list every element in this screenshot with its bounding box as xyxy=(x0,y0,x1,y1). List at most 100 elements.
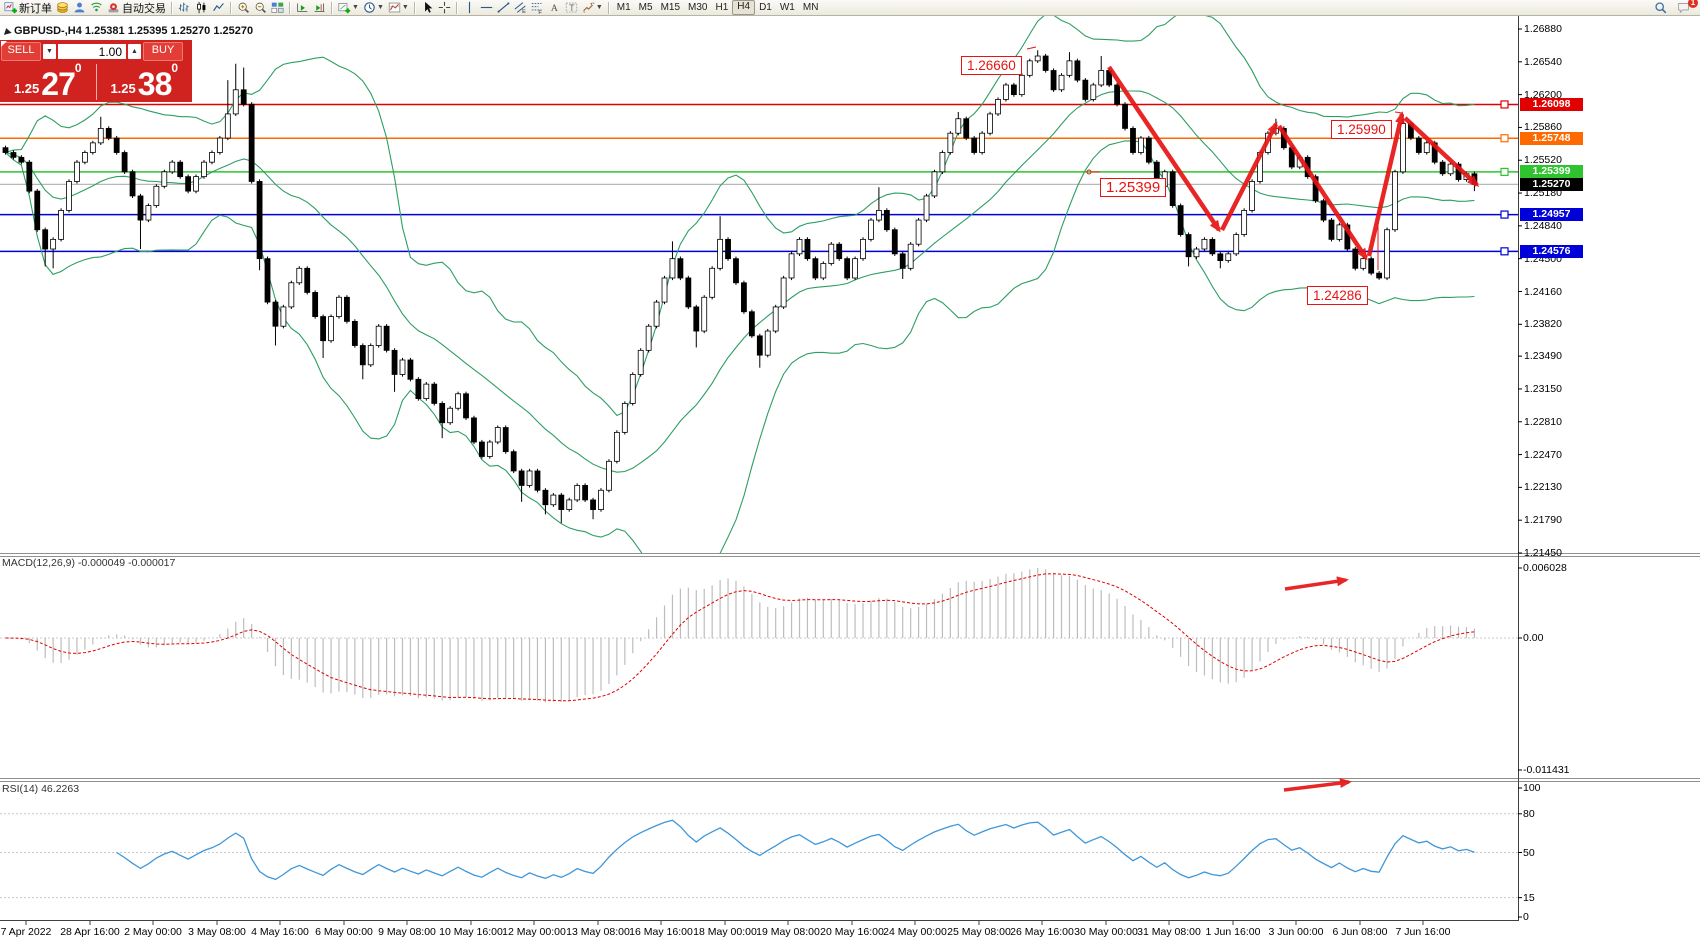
zoom-in-icon xyxy=(237,1,250,14)
time-label: 12 May 00:00 xyxy=(502,926,566,938)
candlestick-icon xyxy=(195,1,208,14)
horizontal-line-button[interactable] xyxy=(478,1,495,15)
time-label: 4 May 16:00 xyxy=(251,926,309,938)
price-badge: 1.25399 xyxy=(1520,165,1583,179)
clock-button[interactable]: ▼ xyxy=(361,1,386,15)
channel-button[interactable] xyxy=(512,1,529,15)
time-label: 9 May 08:00 xyxy=(378,926,436,938)
buy-price[interactable]: 1.25 38 0 xyxy=(97,62,193,102)
gold-icon xyxy=(56,1,69,14)
timeframe-h1[interactable]: H1 xyxy=(715,2,729,13)
price-tick-label: 1.22470 xyxy=(1524,448,1562,461)
sell-price[interactable]: 1.25 27 0 xyxy=(0,62,96,102)
zoom-out-icon xyxy=(254,1,267,14)
horizontal-line-icon xyxy=(480,1,493,14)
buy-button[interactable]: BUY xyxy=(143,42,183,61)
text-button[interactable] xyxy=(546,1,563,15)
time-label: 18 May 00:00 xyxy=(693,926,757,938)
vertical-line-button[interactable] xyxy=(461,1,478,15)
new-order-button[interactable]: 新订单 xyxy=(2,1,54,15)
sell-price-figure: 1.25 xyxy=(13,81,40,96)
template-button[interactable]: ▼ xyxy=(386,1,411,15)
zoom-in-button[interactable] xyxy=(235,1,252,15)
search-button[interactable] xyxy=(1652,1,1669,15)
price-tick-label: 1.23820 xyxy=(1524,318,1562,331)
volume-decrease-button[interactable]: ▼ xyxy=(43,44,56,59)
chart-canvas[interactable] xyxy=(0,16,1700,943)
shapes-button[interactable]: ▼ xyxy=(580,1,605,15)
auto-scroll-button[interactable] xyxy=(294,1,311,15)
chart-shift-button[interactable] xyxy=(311,1,328,15)
trendline-button[interactable] xyxy=(495,1,512,15)
candlestick-button[interactable] xyxy=(193,1,210,15)
price-tick-label: 1.22130 xyxy=(1524,481,1562,494)
time-label: 1 Jun 16:00 xyxy=(1205,926,1261,938)
bar-chart-icon xyxy=(178,1,191,14)
timeframe-h4[interactable]: H4 xyxy=(732,0,756,15)
volume-input[interactable] xyxy=(58,44,126,59)
toolbar-separator xyxy=(413,1,416,14)
macd-signal-line xyxy=(5,573,1475,702)
timeframe-m1[interactable]: M1 xyxy=(616,2,631,13)
price-tick-label: 1.24160 xyxy=(1524,285,1562,298)
toolbar-separator xyxy=(230,1,232,14)
autotrade-button[interactable]: 自动交易 xyxy=(105,1,168,15)
bollinger-bands xyxy=(5,16,1475,553)
price-annotation[interactable]: 1.25990 xyxy=(1331,120,1392,139)
sell-button[interactable]: SELL xyxy=(1,42,41,61)
sell-price-pips: 27 xyxy=(41,66,76,102)
timeframe-m15[interactable]: M15 xyxy=(660,2,681,13)
line-chart-icon xyxy=(212,1,225,14)
price-tick-label: 1.23150 xyxy=(1524,382,1562,395)
price-annotation[interactable]: 1.25399 xyxy=(1100,178,1167,197)
label-icon xyxy=(565,1,578,14)
fibonacci-button[interactable] xyxy=(529,1,546,15)
community-button[interactable] xyxy=(71,1,88,15)
volume-increase-button[interactable]: ▲ xyxy=(128,44,141,59)
timeframe-mn[interactable]: MN xyxy=(802,2,819,13)
price-badge: 1.26098 xyxy=(1520,98,1583,111)
price-tick-label: 1.25520 xyxy=(1524,154,1562,167)
gold-button[interactable] xyxy=(54,1,71,15)
crosshair-button[interactable] xyxy=(436,1,453,15)
bar-chart-button[interactable] xyxy=(176,1,193,15)
label-button[interactable] xyxy=(563,1,580,15)
vertical-line-icon xyxy=(463,1,476,14)
trend-arrows[interactable] xyxy=(1107,65,1480,792)
collapse-fold-icon[interactable] xyxy=(1,41,7,47)
timeframe-m30[interactable]: M30 xyxy=(688,2,708,13)
time-label: 7 Jun 16:00 xyxy=(1395,926,1451,938)
buy-price-pips: 38 xyxy=(137,66,173,102)
time-label: 6 May 00:00 xyxy=(315,926,373,938)
time-label: 2 May 00:00 xyxy=(124,926,182,938)
chevron-down-icon: ▼ xyxy=(595,4,603,11)
chart-window[interactable]: 1.26880 1.26540 1.26200 1.25860 1.25520 1.251… xyxy=(0,16,1700,943)
symbol-triangle-icon xyxy=(2,27,12,35)
line-chart-button[interactable] xyxy=(210,1,227,15)
signal-button[interactable] xyxy=(88,1,105,15)
chevron-down-icon: ▼ xyxy=(401,4,409,11)
main-toolbar: 新订单 自动交易 ▼ ▼ ▼ ▼ M1 M5 M15 M30 H1 H4 D1 W1 MN 1 xyxy=(0,0,1700,16)
new-chart-button[interactable]: ▼ xyxy=(336,1,361,15)
auto-scroll-icon xyxy=(296,1,309,14)
autotrade-icon xyxy=(107,1,120,14)
price-tick-label: 1.25860 xyxy=(1524,121,1562,134)
toolbar-button-label: 新订单 xyxy=(19,2,52,15)
price-annotation[interactable]: 1.24286 xyxy=(1307,286,1368,305)
zoom-out-button[interactable] xyxy=(252,1,269,15)
time-label: 31 May 08:00 xyxy=(1137,926,1201,938)
time-label: 30 May 00:00 xyxy=(1074,926,1138,938)
price-tick-label: 1.23490 xyxy=(1524,350,1562,363)
fibonacci-icon xyxy=(531,1,544,14)
timeframe-d1[interactable]: D1 xyxy=(759,2,772,13)
notifications-button[interactable]: 1 xyxy=(1675,0,1698,15)
sell-price-point: 0 xyxy=(74,61,82,75)
price-annotation[interactable]: 1.26660 xyxy=(961,56,1022,75)
toolbar-button-label: 自动交易 xyxy=(122,2,166,15)
timeframe-m5[interactable]: M5 xyxy=(638,2,653,13)
new-chart-icon xyxy=(338,1,351,14)
tile-windows-button[interactable] xyxy=(269,1,286,15)
macd-axis-label: -0.011431 xyxy=(1523,764,1570,776)
timeframe-w1[interactable]: W1 xyxy=(779,2,795,13)
cursor-button[interactable] xyxy=(419,1,436,15)
